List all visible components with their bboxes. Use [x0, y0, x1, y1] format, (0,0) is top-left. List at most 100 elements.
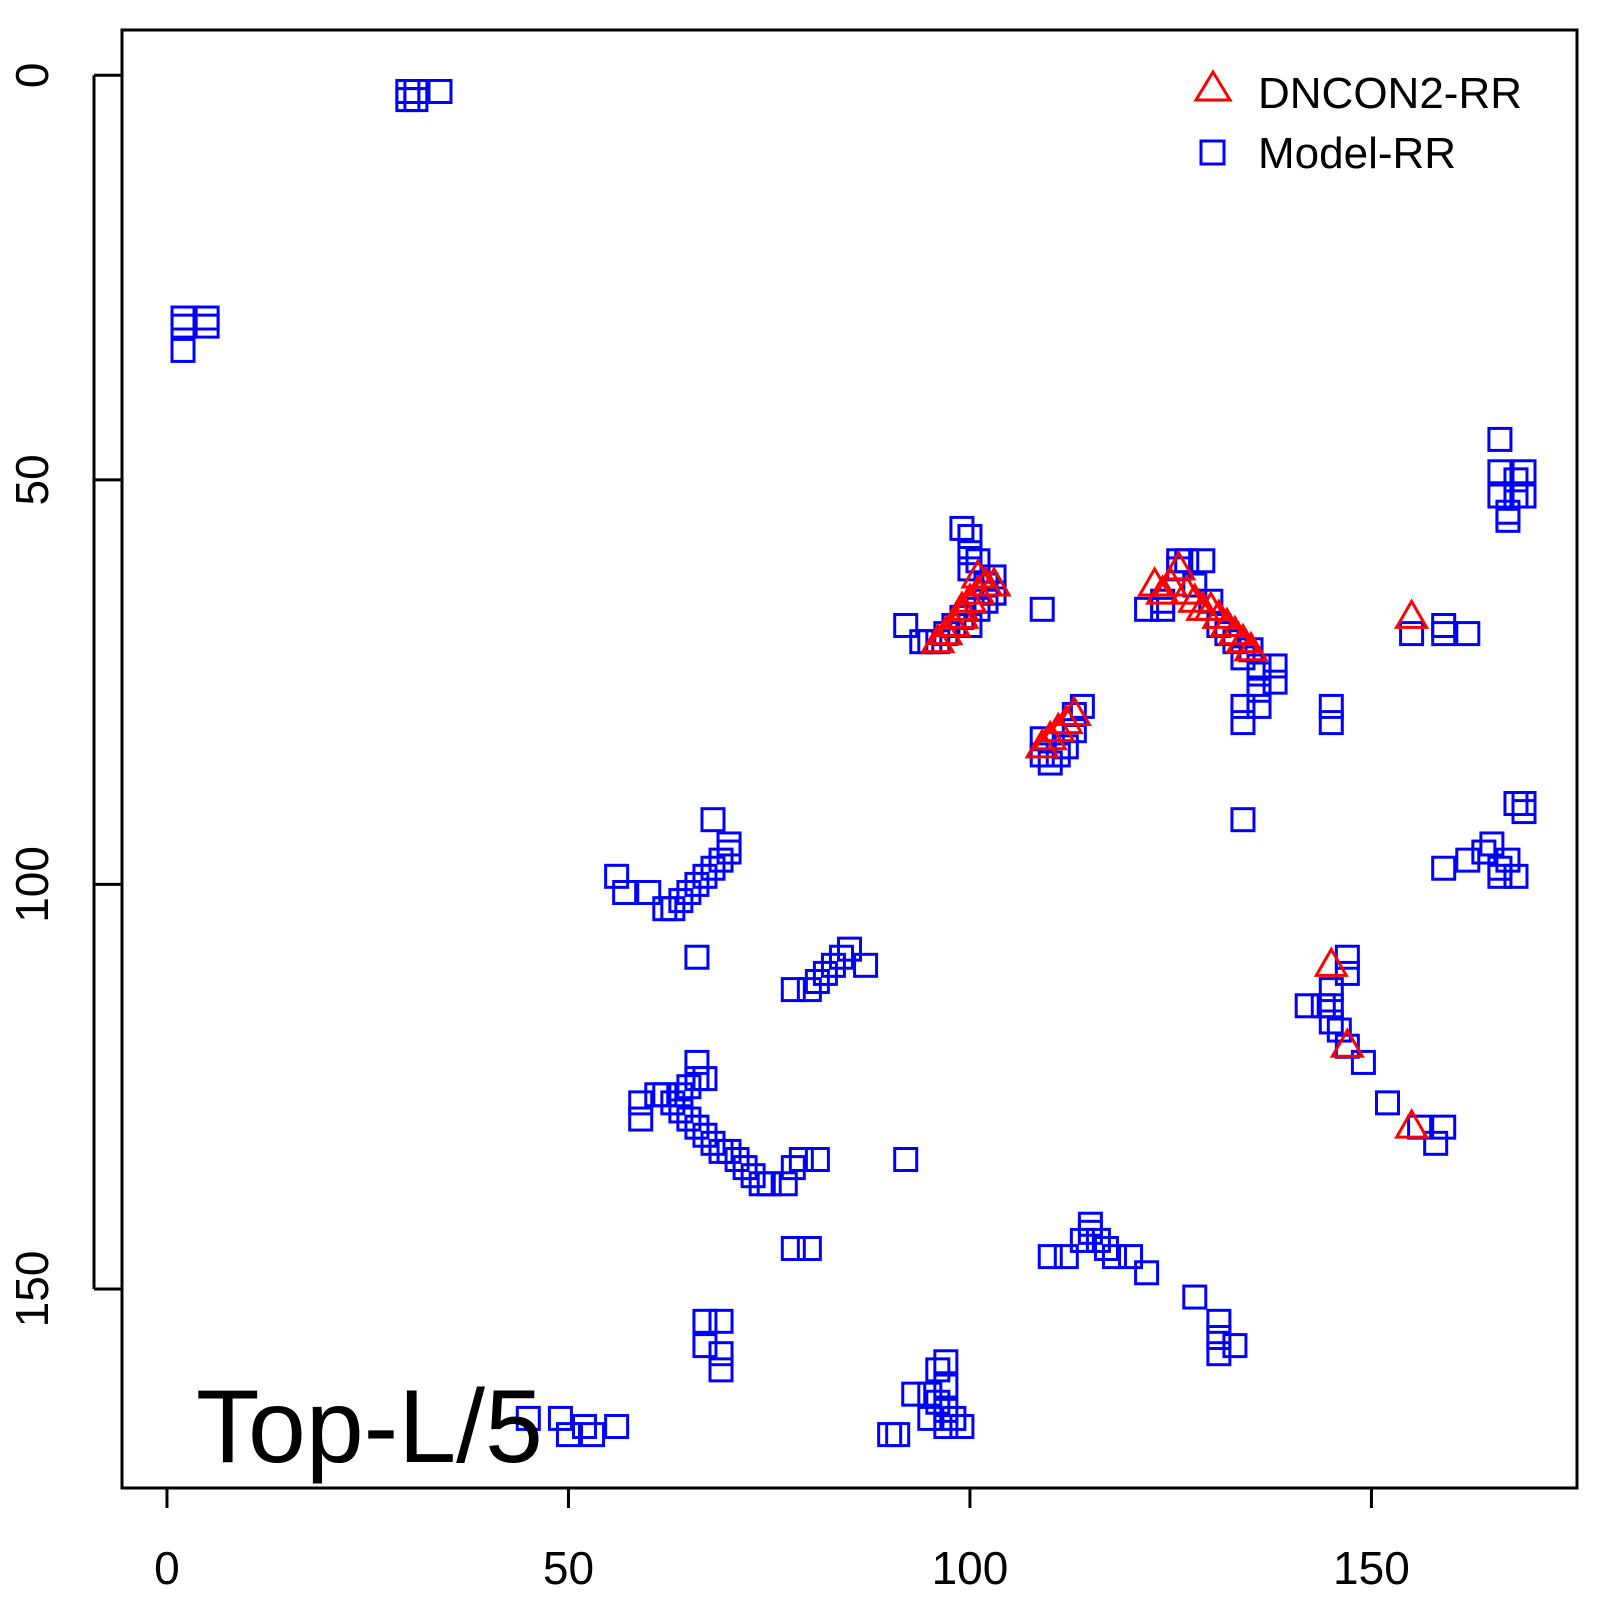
model-rr-point: [716, 831, 742, 857]
model-rr-point: [1118, 1244, 1144, 1270]
dncon2-rr-point: [928, 614, 964, 646]
dncon2-rr-point: [1040, 711, 1076, 743]
dncon2-rr-point: [944, 598, 980, 629]
model-rr-point: [684, 871, 710, 897]
model-rr-point: [965, 548, 991, 574]
model-rr-point: [1503, 791, 1529, 817]
model-rr-point: [1077, 1219, 1103, 1245]
dncon2-rr-point: [936, 606, 972, 637]
model-rr-point: [853, 952, 879, 978]
model-rr-point: [684, 1114, 710, 1140]
model-rr-point: [1318, 977, 1344, 1003]
dncon2-rr-point: [976, 566, 1012, 597]
model-rr-point: [780, 1236, 806, 1262]
model-rr-point: [1029, 596, 1055, 622]
model-rr-point: [684, 1066, 710, 1092]
dncon2-rr-point: [1201, 598, 1237, 629]
model-rr-point: [1431, 855, 1457, 881]
model-rr-point: [1069, 1227, 1095, 1253]
model-rr-point: [1334, 960, 1360, 986]
model-rr-point: [804, 1147, 830, 1173]
model-rr-point: [1503, 863, 1529, 889]
model-rr-point: [925, 1389, 951, 1415]
dncon2-rr-point: [1177, 582, 1213, 613]
model-rr-point: [1045, 742, 1071, 768]
model-rr-point: [796, 977, 822, 1003]
model-rr-point: [1511, 459, 1537, 485]
model-rr-point: [644, 1082, 670, 1108]
dncon2-rr-point: [1024, 727, 1060, 759]
model-rr-point: [1246, 677, 1272, 703]
model-rr-point: [668, 888, 694, 914]
model-rr-point: [1262, 653, 1288, 679]
model-rr-point: [652, 1082, 678, 1108]
model-rr-point: [1487, 459, 1513, 485]
x-tick-label: 150: [1333, 1542, 1410, 1594]
model-rr-point: [1262, 669, 1288, 695]
model-rr-point: [1495, 847, 1521, 873]
model-rr-point: [395, 78, 421, 104]
legend-marker-dncon2-rr: [1193, 69, 1233, 102]
model-rr-point: [1101, 1244, 1127, 1270]
model-rr-point: [1503, 483, 1529, 509]
model-rr-point: [628, 1090, 654, 1116]
model-rr-point: [1431, 612, 1457, 638]
model-rr-point: [1310, 993, 1336, 1019]
model-rr-point: [1037, 750, 1063, 776]
model-rr-point: [893, 612, 919, 638]
model-rr-point: [957, 523, 983, 549]
dncon2-rr-point: [1393, 1108, 1430, 1139]
series-model-rr: [170, 78, 1537, 1448]
model-rr-point: [1471, 839, 1497, 865]
model-rr-point: [1029, 742, 1055, 768]
model-rr-point: [1431, 621, 1457, 647]
model-rr-point: [740, 1163, 766, 1189]
model-rr-point: [555, 1422, 581, 1448]
model-rr-point: [933, 1414, 959, 1440]
model-rr-point: [772, 1171, 798, 1197]
model-rr-point: [403, 87, 429, 113]
model-rr-point: [1206, 1325, 1232, 1351]
y-tick-label: 100: [6, 846, 58, 923]
model-rr-point: [700, 1130, 726, 1156]
model-rr-point: [660, 1090, 686, 1116]
model-rr-point: [1053, 734, 1079, 760]
dncon2-rr-point: [1048, 703, 1084, 735]
series-dncon2-rr: [920, 549, 1430, 1139]
model-rr-point: [1206, 1308, 1232, 1334]
dncon2-rr-point: [1217, 614, 1253, 646]
model-rr-point: [748, 1171, 774, 1197]
model-rr-point: [780, 977, 806, 1003]
model-rr-point: [1431, 1114, 1457, 1140]
legend: DNCON2-RR Model-RR: [1193, 69, 1522, 178]
model-rr-point: [1085, 1227, 1111, 1253]
y-axis: 0 50 100 150: [6, 63, 122, 1327]
model-rr-point: [1455, 621, 1481, 647]
model-rr-point: [1222, 1333, 1248, 1359]
model-rr-point: [547, 1405, 573, 1431]
model-rr-point: [170, 305, 196, 331]
model-rr-point: [933, 1397, 959, 1423]
series-layer: [170, 78, 1537, 1448]
model-rr-point: [877, 1422, 903, 1448]
y-tick-label: 50: [6, 454, 58, 505]
model-rr-point: [788, 1147, 814, 1173]
model-rr-point: [628, 1106, 654, 1132]
model-rr-point: [901, 1381, 927, 1407]
model-rr-point: [837, 936, 862, 962]
model-rr-point: [1423, 1130, 1449, 1156]
model-rr-point: [1134, 596, 1160, 622]
model-rr-point: [1326, 1017, 1352, 1043]
model-rr-point: [828, 944, 854, 970]
model-rr-point: [1037, 1244, 1063, 1270]
model-rr-point: [1374, 1090, 1400, 1116]
model-rr-point: [1503, 467, 1529, 493]
model-rr-point: [1246, 661, 1272, 687]
model-rr-point: [804, 969, 830, 995]
legend-label-model-rr: Model-RR: [1258, 129, 1456, 178]
model-rr-point: [708, 1138, 734, 1164]
model-rr-point: [716, 839, 742, 865]
model-rr-point: [917, 1381, 943, 1407]
dncon2-rr-point: [1193, 590, 1229, 621]
dncon2-rr-point: [1233, 630, 1269, 662]
